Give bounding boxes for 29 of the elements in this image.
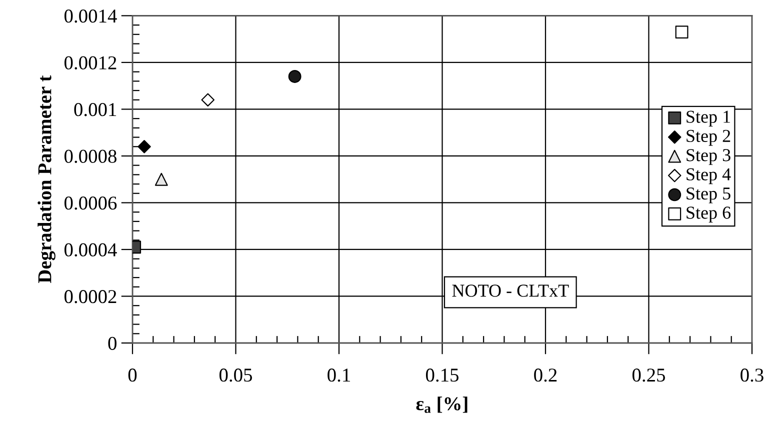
legend-label: Step 4 xyxy=(686,168,731,184)
point xyxy=(154,172,168,186)
x-tick-label: 0.3 xyxy=(740,368,764,382)
x-tick-label: 0.2 xyxy=(534,368,557,382)
y-tick-label: 0.0004 xyxy=(64,243,117,257)
legend-label: Step 2 xyxy=(686,130,730,146)
x-tick-label: 0.1 xyxy=(328,368,350,382)
y-tick-label: 0.001 xyxy=(74,103,116,116)
point xyxy=(201,93,215,107)
y-axis-title: Degradation Parameter t xyxy=(38,75,56,284)
x-tick-label: 0.15 xyxy=(426,368,459,382)
x-axis-title: ε$_{a}$ [%] xyxy=(416,396,468,413)
y-tick-label: 0.0012 xyxy=(64,56,116,70)
x-tick-label: 0.25 xyxy=(632,368,666,382)
point xyxy=(675,26,688,39)
y-tick-label: 0 xyxy=(108,336,116,350)
y-tick-label: 0.0002 xyxy=(64,290,116,304)
x-tick-label: 0 xyxy=(128,368,137,382)
legend-label: Step 6 xyxy=(686,206,731,222)
annotation: NOTO - CLTxT xyxy=(452,284,569,297)
legend-label: Step 5 xyxy=(686,187,730,204)
y-tick-label: 0.0006 xyxy=(64,196,117,210)
y-tick-label: 0.0014 xyxy=(64,10,117,23)
point xyxy=(138,140,151,154)
x-tick-label: 0.05 xyxy=(219,368,252,382)
legend-label: Step 3 xyxy=(686,149,730,165)
y-tick-label: 0.0008 xyxy=(64,150,116,163)
point xyxy=(288,70,302,83)
legend-label: Step 1 xyxy=(686,110,730,127)
